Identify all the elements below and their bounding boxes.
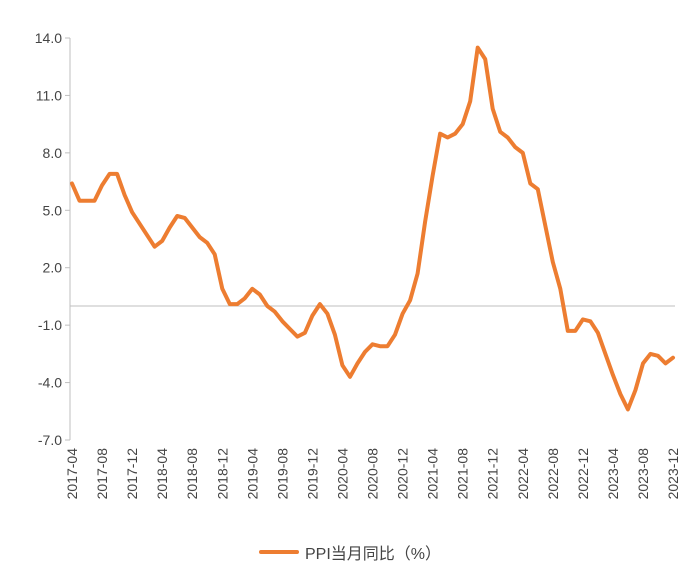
legend-label: PPI当月同比（%） (304, 546, 442, 563)
y-tick-label: 14.0 (35, 30, 62, 46)
x-tick-label: 2023-12 (665, 448, 681, 500)
x-tick-label: 2019-04 (244, 448, 260, 500)
x-tick-label: 2022-08 (545, 448, 561, 500)
x-tick-label: 2018-08 (184, 448, 200, 500)
x-tick-label: 2018-12 (214, 448, 230, 500)
y-tick-label: -7.0 (38, 432, 62, 448)
x-tick-label: 2018-04 (154, 448, 170, 500)
x-tick-label: 2020-12 (395, 448, 411, 500)
x-tick-label: 2017-08 (94, 448, 110, 500)
y-tick-label: 2.0 (43, 260, 63, 276)
x-tick-label: 2020-08 (365, 448, 381, 500)
x-tick-label: 2017-04 (64, 448, 80, 500)
x-axis: 2017-04 2017-08 2017-12 2018-04 2018-08 2018-… (64, 305, 681, 500)
x-tick-label: 2021-12 (485, 448, 501, 500)
x-tick-label: 2023-04 (605, 448, 621, 500)
series-line-ppi (70, 45, 675, 412)
x-tick-label: 2019-08 (274, 448, 290, 500)
y-tick-label: 8.0 (43, 145, 63, 161)
y-tick-label: 5.0 (43, 202, 63, 218)
y-tick-label: -1.0 (38, 317, 62, 333)
x-tick-label: 2017-12 (124, 448, 140, 500)
x-tick-label: 2020-04 (334, 448, 350, 500)
x-tick-label: 2021-04 (425, 448, 441, 500)
x-tick-label: 2019-12 (304, 448, 320, 500)
y-tick-label: -4.0 (38, 375, 62, 391)
x-tick-label: 2022-12 (575, 448, 591, 500)
y-tick-label: 11.0 (36, 87, 62, 103)
y-axis: 14.0 11.0 8.0 5.0 2.0 -1.0 -4.0 -7.0 (35, 30, 71, 448)
x-tick-label: 2023-08 (635, 448, 651, 500)
x-tick-label: 2022-04 (515, 448, 531, 500)
legend-swatch (258, 550, 299, 554)
x-tick-label: 2021-08 (455, 448, 471, 500)
series-layer (70, 45, 675, 412)
legend: PPI当月同比（%） (0, 540, 700, 564)
